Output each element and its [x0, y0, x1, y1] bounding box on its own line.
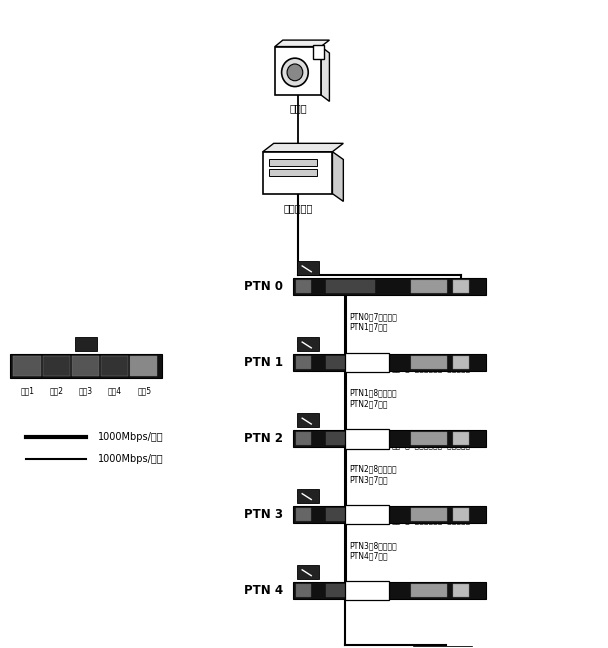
- Text: PTN 2: PTN 2: [244, 432, 283, 445]
- Bar: [295, 508, 311, 521]
- Bar: [293, 582, 486, 599]
- Bar: [454, 356, 469, 369]
- Polygon shape: [333, 152, 344, 202]
- Bar: [101, 356, 128, 376]
- Text: 板上1: 板上1: [21, 386, 35, 395]
- Text: PTN 1: PTN 1: [244, 356, 283, 369]
- Bar: [72, 356, 99, 376]
- Bar: [326, 280, 375, 293]
- Bar: [414, 647, 472, 648]
- Text: PTN3的8光口连至
PTN4的7光口: PTN3的8光口连至 PTN4的7光口: [350, 542, 397, 561]
- Bar: [293, 354, 486, 371]
- Bar: [454, 280, 469, 293]
- Bar: [297, 413, 319, 427]
- Text: 板上2: 板上2: [50, 386, 64, 395]
- Bar: [326, 508, 375, 521]
- Polygon shape: [275, 40, 330, 47]
- Bar: [13, 356, 41, 376]
- Bar: [345, 505, 389, 524]
- Bar: [297, 337, 319, 351]
- Bar: [269, 169, 317, 176]
- Bar: [297, 564, 319, 579]
- Text: 板卡3的6网口连至板卡2的任一网口: 板卡3的6网口连至板卡2的任一网口: [391, 590, 471, 599]
- Bar: [345, 581, 389, 600]
- Text: 1000Mbps/网线: 1000Mbps/网线: [98, 454, 164, 465]
- Text: 视频服务器: 视频服务器: [283, 203, 313, 213]
- Text: 1000Mbps/光纤: 1000Mbps/光纤: [98, 432, 164, 442]
- Bar: [293, 278, 486, 295]
- Bar: [297, 260, 319, 275]
- Bar: [326, 356, 375, 369]
- Bar: [43, 356, 70, 376]
- Bar: [295, 432, 311, 445]
- Text: 板上3: 板上3: [79, 386, 93, 395]
- Bar: [345, 429, 389, 448]
- Text: PTN1的8光口连至
PTN2的7光口: PTN1的8光口连至 PTN2的7光口: [350, 389, 397, 408]
- Bar: [75, 337, 97, 351]
- Bar: [326, 584, 375, 597]
- Text: PTN2的8光口连至
PTN3的7光口: PTN2的8光口连至 PTN3的7光口: [350, 465, 397, 484]
- Bar: [454, 508, 469, 521]
- Text: 板卡3的6网口连至板卡2的任一网口: 板卡3的6网口连至板卡2的任一网口: [391, 364, 471, 373]
- Bar: [263, 152, 333, 194]
- Bar: [454, 584, 469, 597]
- Bar: [269, 159, 317, 166]
- Text: PTN 3: PTN 3: [244, 508, 283, 521]
- Text: 板上5: 板上5: [137, 386, 151, 395]
- Bar: [345, 353, 389, 373]
- Circle shape: [282, 58, 308, 87]
- Bar: [297, 489, 319, 503]
- Text: PTN 4: PTN 4: [244, 584, 283, 597]
- Bar: [411, 508, 447, 521]
- Bar: [411, 280, 447, 293]
- Bar: [411, 584, 447, 597]
- Text: 摄像头: 摄像头: [289, 102, 307, 113]
- Text: 板上4: 板上4: [108, 386, 122, 395]
- Circle shape: [287, 64, 303, 81]
- Bar: [275, 47, 321, 95]
- Text: PTN0的7光口连至
PTN1的7光口: PTN0的7光口连至 PTN1的7光口: [350, 312, 397, 332]
- Text: 板卡3的8网口连至板卡2的任一网口: 板卡3的8网口连至板卡2的任一网口: [391, 440, 470, 449]
- Bar: [411, 432, 447, 445]
- Bar: [326, 432, 375, 445]
- Bar: [10, 354, 162, 378]
- Bar: [295, 584, 311, 597]
- Bar: [293, 430, 486, 447]
- Polygon shape: [263, 143, 344, 152]
- Polygon shape: [321, 47, 330, 101]
- Bar: [411, 356, 447, 369]
- Bar: [295, 356, 311, 369]
- Text: 板卡3的6网口连至板卡2的任一网口: 板卡3的6网口连至板卡2的任一网口: [391, 515, 471, 524]
- Text: PTN 0: PTN 0: [244, 280, 283, 293]
- Bar: [293, 506, 486, 523]
- Bar: [454, 432, 469, 445]
- Bar: [313, 45, 324, 60]
- Bar: [130, 356, 157, 376]
- Bar: [295, 280, 311, 293]
